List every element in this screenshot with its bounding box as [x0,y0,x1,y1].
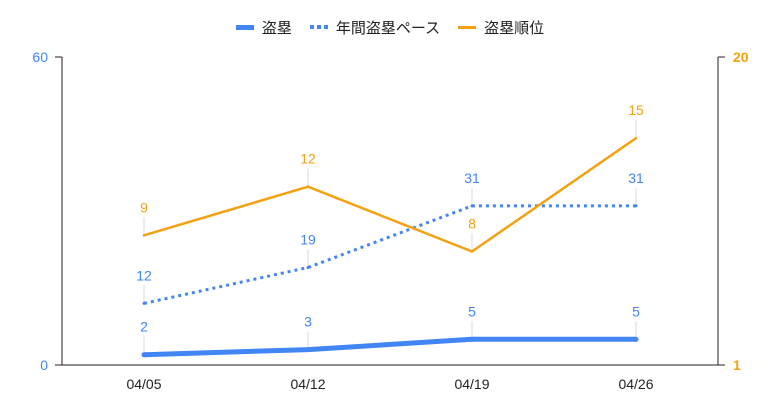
data-point-stolen-base-rank-3 [634,136,638,140]
data-label-stolen-base-rank-3: 15 [628,102,644,118]
y-left-tick-label: 0 [40,357,48,373]
legend-item-stolen-base-rank: 盗塁順位 [458,17,544,38]
y-left-tick-label: 60 [32,49,48,65]
data-point-stolen-bases-2 [469,336,475,342]
data-label-stolen-base-rank-1: 12 [300,151,316,167]
series-points [141,136,639,358]
data-label-stolen-bases-1: 3 [304,314,312,330]
x-tick-label: 04/12 [290,376,325,392]
series-line-stolen-bases [143,336,636,358]
legend-label-stolen-base-rank: 盗塁順位 [484,18,545,37]
data-point-annual-pace-0 [142,301,146,305]
data-point-stolen-base-rank-0 [142,234,146,237]
data-label-stolen-base-rank-0: 9 [140,199,148,215]
legend-item-stolen-bases: 盗塁 [235,17,292,38]
x-tick-label: 04/26 [618,376,653,392]
x-tick-label: 04/05 [126,376,161,392]
y-right-tick-label: 20 [733,49,749,65]
data-point-stolen-bases-3 [633,336,639,342]
data-labels: 2 3 5 5 12 19 31 31 9 12 8 15 [136,102,644,335]
series-lines [143,137,637,358]
data-point-stolen-base-rank-2 [470,250,474,253]
legend-swatch-annual-pace [309,25,328,29]
legend-label-annual-pace: 年間盗塁ペース [335,18,441,37]
x-tick-label: 04/19 [454,376,489,392]
data-label-annual-pace-2: 31 [464,170,480,186]
legend-swatch-stolen-bases [235,24,254,30]
data-label-annual-pace-3: 31 [628,170,644,186]
chart-legend: 盗塁 年間盗塁ペース 盗塁順位 [0,16,780,38]
data-label-stolen-bases-2: 5 [468,303,476,319]
data-point-annual-pace-1 [306,265,310,269]
data-point-stolen-bases-1 [305,347,311,353]
data-point-annual-pace-2 [470,204,474,208]
legend-label-stolen-bases: 盗塁 [261,18,292,37]
data-point-stolen-bases-0 [141,352,147,358]
legend-item-annual-pace: 年間盗塁ペース [309,17,441,38]
data-label-annual-pace-0: 12 [136,267,152,283]
y-right-tick-label: 1 [733,357,741,373]
legend-swatch-stolen-base-rank [458,25,477,29]
data-label-annual-pace-1: 19 [300,231,316,247]
series-line-annual-pace [143,204,636,305]
series-line-stolen-base-rank [143,137,637,253]
data-label-stolen-base-rank-2: 8 [468,216,476,232]
data-point-stolen-base-rank-1 [306,185,310,188]
data-label-stems [143,120,637,355]
data-label-stolen-bases-0: 2 [140,319,148,335]
data-label-stolen-bases-3: 5 [632,303,640,319]
data-point-annual-pace-3 [634,204,638,208]
